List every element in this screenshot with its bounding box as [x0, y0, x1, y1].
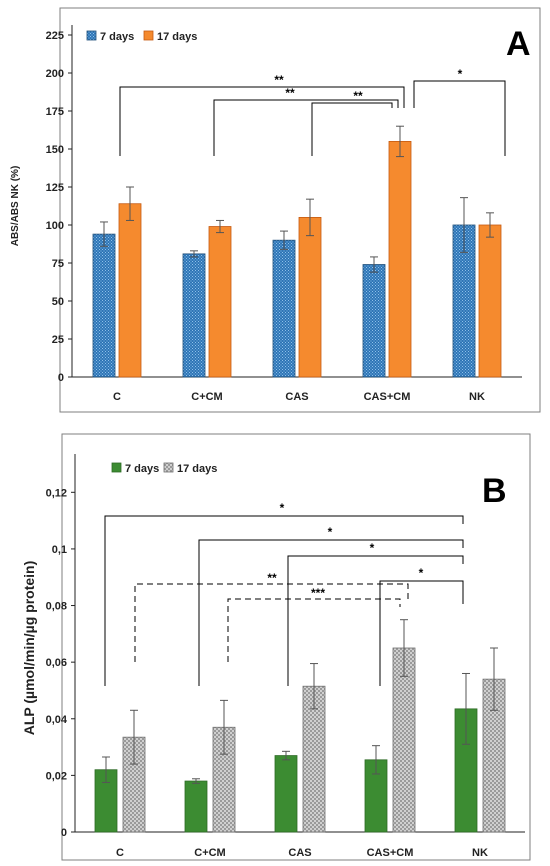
sig-bracket-cas-nk — [287, 555, 464, 686]
sig-bracket-cas-casplus — [311, 102, 393, 156]
y-tick-label: 0,08 — [46, 601, 67, 613]
y-tick-label: 75 — [52, 258, 64, 270]
y-tick-label: 150 — [46, 144, 64, 156]
x-tick-label: NK — [469, 391, 485, 403]
bar-17-days-CAS — [298, 216, 322, 378]
x-tick-label: NK — [472, 847, 488, 859]
y-tick-label: 0 — [58, 372, 64, 384]
bar-7-days-CAS+CM — [362, 264, 386, 378]
bar-7-days-C+CM — [184, 780, 208, 833]
x-tick-label: C — [113, 391, 121, 403]
y-axis-title: ABS/ABS NK (%) — [10, 166, 21, 247]
y-tick-label: 225 — [46, 30, 64, 42]
sig-bracket-c-casplus — [134, 583, 409, 662]
sig-bracket-casplus-nk — [379, 580, 464, 686]
x-tick-label: CAS+CM — [364, 391, 411, 403]
sig-bracket-ccm-nk-label: * — [328, 525, 333, 539]
y-axis-title: ALP (µmol/min/µg protein) — [21, 561, 37, 736]
y-tick-label: 175 — [46, 106, 64, 118]
bar-17-days-NK — [478, 224, 502, 378]
sig-bracket-c-casplus-label: ** — [274, 73, 284, 87]
sig-bracket-ccm-casplus — [213, 99, 399, 156]
chart-frame — [61, 433, 531, 861]
sig-bracket-ccm-nk — [198, 539, 464, 686]
sig-bracket-casplus-nk — [413, 80, 506, 156]
y-tick-label: 50 — [52, 296, 64, 308]
y-tick-label: 200 — [46, 68, 64, 80]
y-tick-label: 0,06 — [46, 657, 67, 669]
sig-bracket-casplus-nk-label: * — [458, 67, 463, 81]
y-tick-label: 0,12 — [46, 487, 67, 499]
bar-7-days-C — [92, 233, 116, 378]
sig-bracket-c-casplus-label: ** — [267, 571, 277, 585]
sig-bracket-c-nk-label: * — [280, 501, 285, 515]
chart-b-svg: 0 0,02 0,04 0,06 0,08 0,1 0,12 ALP (µmol/min/µg… — [21, 433, 531, 861]
y-tick-label: 0,04 — [46, 714, 68, 726]
bar-17-days-CAS+CM — [388, 140, 412, 378]
y-tick-label: 0,1 — [52, 544, 67, 556]
sig-bracket-cas-casplus-label: ** — [353, 89, 363, 103]
x-tick-label: C+CM — [194, 847, 225, 859]
x-tick-label: CAS — [288, 847, 311, 859]
x-tick-label: C — [116, 847, 124, 859]
legend-swatch — [143, 30, 154, 41]
chart-frame — [59, 7, 541, 413]
y-tick-label: 0,02 — [46, 770, 67, 782]
bar-17-days-C+CM — [208, 226, 232, 378]
sig-bracket-cas-nk-label: * — [370, 541, 375, 555]
legend-label: 7 days — [100, 31, 134, 43]
bar-7-days-C+CM — [182, 253, 206, 378]
legend-label: 17 days — [157, 31, 197, 43]
panel-label-b: B — [482, 472, 507, 510]
chart-a-svg: 0 25 50 75 100 125 150 175 200 225 ABS/ABS NK (%) C… — [10, 7, 541, 413]
sig-bracket-c-nk — [104, 515, 464, 686]
y-tick-label: 25 — [52, 334, 64, 346]
y-tick-label: 0 — [61, 827, 67, 839]
y-tick-label: 100 — [46, 220, 64, 232]
sig-bracket-ccm-casplus-label: *** — [311, 586, 325, 600]
sig-bracket-ccm-casplus — [227, 598, 401, 662]
y-tick-label: 125 — [46, 182, 64, 194]
legend-label: 17 days — [177, 463, 217, 475]
legend-swatch — [163, 462, 174, 473]
sig-bracket-c-casplus — [119, 86, 405, 156]
bar-7-days-CAS — [272, 239, 296, 378]
x-tick-label: CAS+CM — [367, 847, 414, 859]
bar-7-days-CAS — [274, 755, 298, 833]
bar-17-days-C — [118, 203, 142, 378]
legend-swatch — [86, 30, 97, 41]
legend-swatch — [111, 462, 122, 473]
panel-label-a: A — [506, 25, 531, 63]
legend-label: 7 days — [125, 463, 159, 475]
chart-panel-a: 0 25 50 75 100 125 150 175 200 225 ABS/ABS NK (%) C… — [0, 0, 550, 424]
x-tick-label: CAS — [285, 391, 308, 403]
sig-bracket-ccm-casplus-label: ** — [285, 86, 295, 100]
sig-bracket-casplus-nk-label: * — [419, 566, 424, 580]
chart-panel-b: 0 0,02 0,04 0,06 0,08 0,1 0,12 ALP (µmol/min/µg… — [0, 424, 550, 866]
x-tick-label: C+CM — [191, 391, 222, 403]
